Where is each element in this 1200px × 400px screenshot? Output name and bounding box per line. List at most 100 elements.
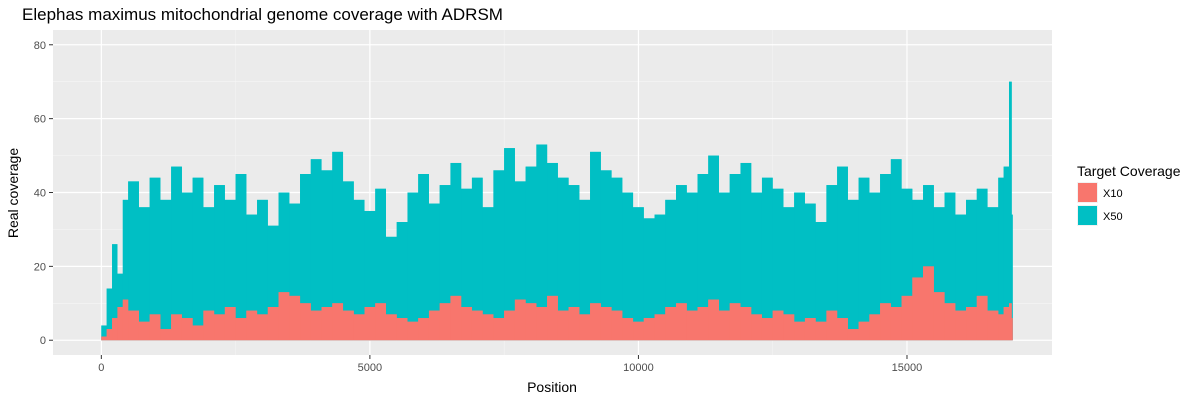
data-bar-x50 <box>611 177 623 341</box>
data-bar-x10 <box>482 314 494 341</box>
data-bar-x50 <box>461 188 472 341</box>
data-bar-x50 <box>686 192 698 341</box>
data-bar-x50 <box>858 177 870 341</box>
data-bar-x50 <box>138 207 150 341</box>
data-bar-x10 <box>450 295 462 341</box>
data-bar-x10 <box>300 303 311 341</box>
data-bar-x10 <box>267 306 279 341</box>
data-bar-x10 <box>428 310 440 341</box>
data-bar-x10 <box>633 321 644 341</box>
data-bar-x50 <box>622 192 634 341</box>
data-bar-x10 <box>719 310 730 341</box>
data-bar-x50 <box>890 159 902 341</box>
data-bar-x10 <box>643 318 655 341</box>
data-bar-x50 <box>267 225 279 341</box>
data-bar-x50 <box>101 325 107 341</box>
data-bar-x50 <box>837 166 848 341</box>
data-bar-x50 <box>740 162 752 341</box>
data-bar-x50 <box>224 199 236 341</box>
data-bar-x50 <box>122 199 129 341</box>
data-bar-x10 <box>138 321 150 341</box>
y-tick-label: 60 <box>34 114 46 126</box>
data-bar-x50 <box>697 174 709 341</box>
data-bar-x50 <box>450 162 462 341</box>
data-bar-x10 <box>407 321 419 341</box>
data-bar-x50 <box>364 210 376 341</box>
data-bar-x50 <box>278 192 290 341</box>
data-bar-x10 <box>622 318 634 341</box>
data-bar-x10 <box>976 295 988 341</box>
data-bar-x10 <box>181 318 193 341</box>
data-bar-x10 <box>525 303 537 341</box>
data-bar-x10 <box>235 318 247 341</box>
data-bar-x10 <box>933 292 945 341</box>
data-bar-x50 <box>772 188 784 341</box>
legend: Target Coverage X10 X50 <box>1077 163 1181 226</box>
data-bar-x50 <box>547 162 558 341</box>
data-bar-x50 <box>633 207 644 341</box>
data-bar-x10 <box>568 306 580 341</box>
data-bar-x10 <box>547 295 558 341</box>
data-bar-x50 <box>289 203 301 341</box>
data-bar-x10 <box>590 303 601 341</box>
data-bar-x50 <box>880 174 891 341</box>
data-bar-x50 <box>428 203 440 341</box>
data-bar-x50 <box>396 222 408 341</box>
data-bar-x50 <box>987 207 999 341</box>
series-layer <box>101 81 1013 341</box>
chart-title: Elephas maximus mitochondrial genome cov… <box>22 5 503 24</box>
data-bar-x10 <box>112 318 118 341</box>
data-bar-x50 <box>482 207 494 341</box>
data-bar-x50 <box>901 188 913 341</box>
data-bar-x10 <box>815 321 827 341</box>
data-bar-x10 <box>343 310 354 341</box>
data-bar-x10 <box>289 295 301 341</box>
data-bar-x10 <box>772 310 784 341</box>
y-tick-label: 80 <box>34 40 46 52</box>
data-bar-x50 <box>181 192 193 341</box>
data-bar-x50 <box>794 192 805 341</box>
data-bar-x10 <box>386 314 397 341</box>
data-bar-x10 <box>955 310 967 341</box>
data-bar-x10 <box>847 329 859 341</box>
data-bar-x50 <box>386 236 397 341</box>
data-bar-x50 <box>654 214 666 341</box>
data-bar-x10 <box>117 306 123 341</box>
data-bar-x10 <box>761 318 773 341</box>
data-bar-x10 <box>880 303 891 341</box>
data-bar-x50 <box>214 185 225 341</box>
data-bar-x10 <box>192 325 204 341</box>
data-bar-x50 <box>568 185 580 341</box>
data-bar-x10 <box>246 310 258 341</box>
data-bar-x10 <box>471 310 483 341</box>
data-bar-x50 <box>729 174 741 341</box>
series-x10 <box>101 266 1013 341</box>
legend-swatch-x10 <box>1078 183 1097 202</box>
data-bar-x50 <box>310 159 322 341</box>
data-bar-x10 <box>708 299 719 341</box>
data-bar-x50 <box>869 192 881 341</box>
data-bar-x10 <box>912 277 924 341</box>
data-bar-x10 <box>418 318 429 341</box>
data-bar-x10 <box>837 318 848 341</box>
data-bar-x50 <box>321 170 333 341</box>
data-bar-x10 <box>944 303 956 341</box>
data-bar-x10 <box>375 303 386 341</box>
legend-label-x50: X50 <box>1103 211 1123 223</box>
data-bar-x10 <box>804 318 816 341</box>
data-bar-x50 <box>407 192 419 341</box>
data-bar-x50 <box>944 192 956 341</box>
x-axis: 0 5000 10000 15000 <box>98 355 922 374</box>
data-bar-x50 <box>708 155 719 341</box>
data-bar-x10 <box>665 306 677 341</box>
data-bar-x10 <box>122 299 129 341</box>
data-bar-x50 <box>590 151 601 341</box>
data-bar-x50 <box>353 199 365 341</box>
data-bar-x50 <box>493 170 505 341</box>
x-tick-label: 5000 <box>358 362 382 374</box>
data-bar-x50 <box>912 199 924 341</box>
data-bar-x10 <box>654 314 666 341</box>
data-bar-x10 <box>257 314 268 341</box>
legend-label-x10: X10 <box>1103 188 1123 200</box>
